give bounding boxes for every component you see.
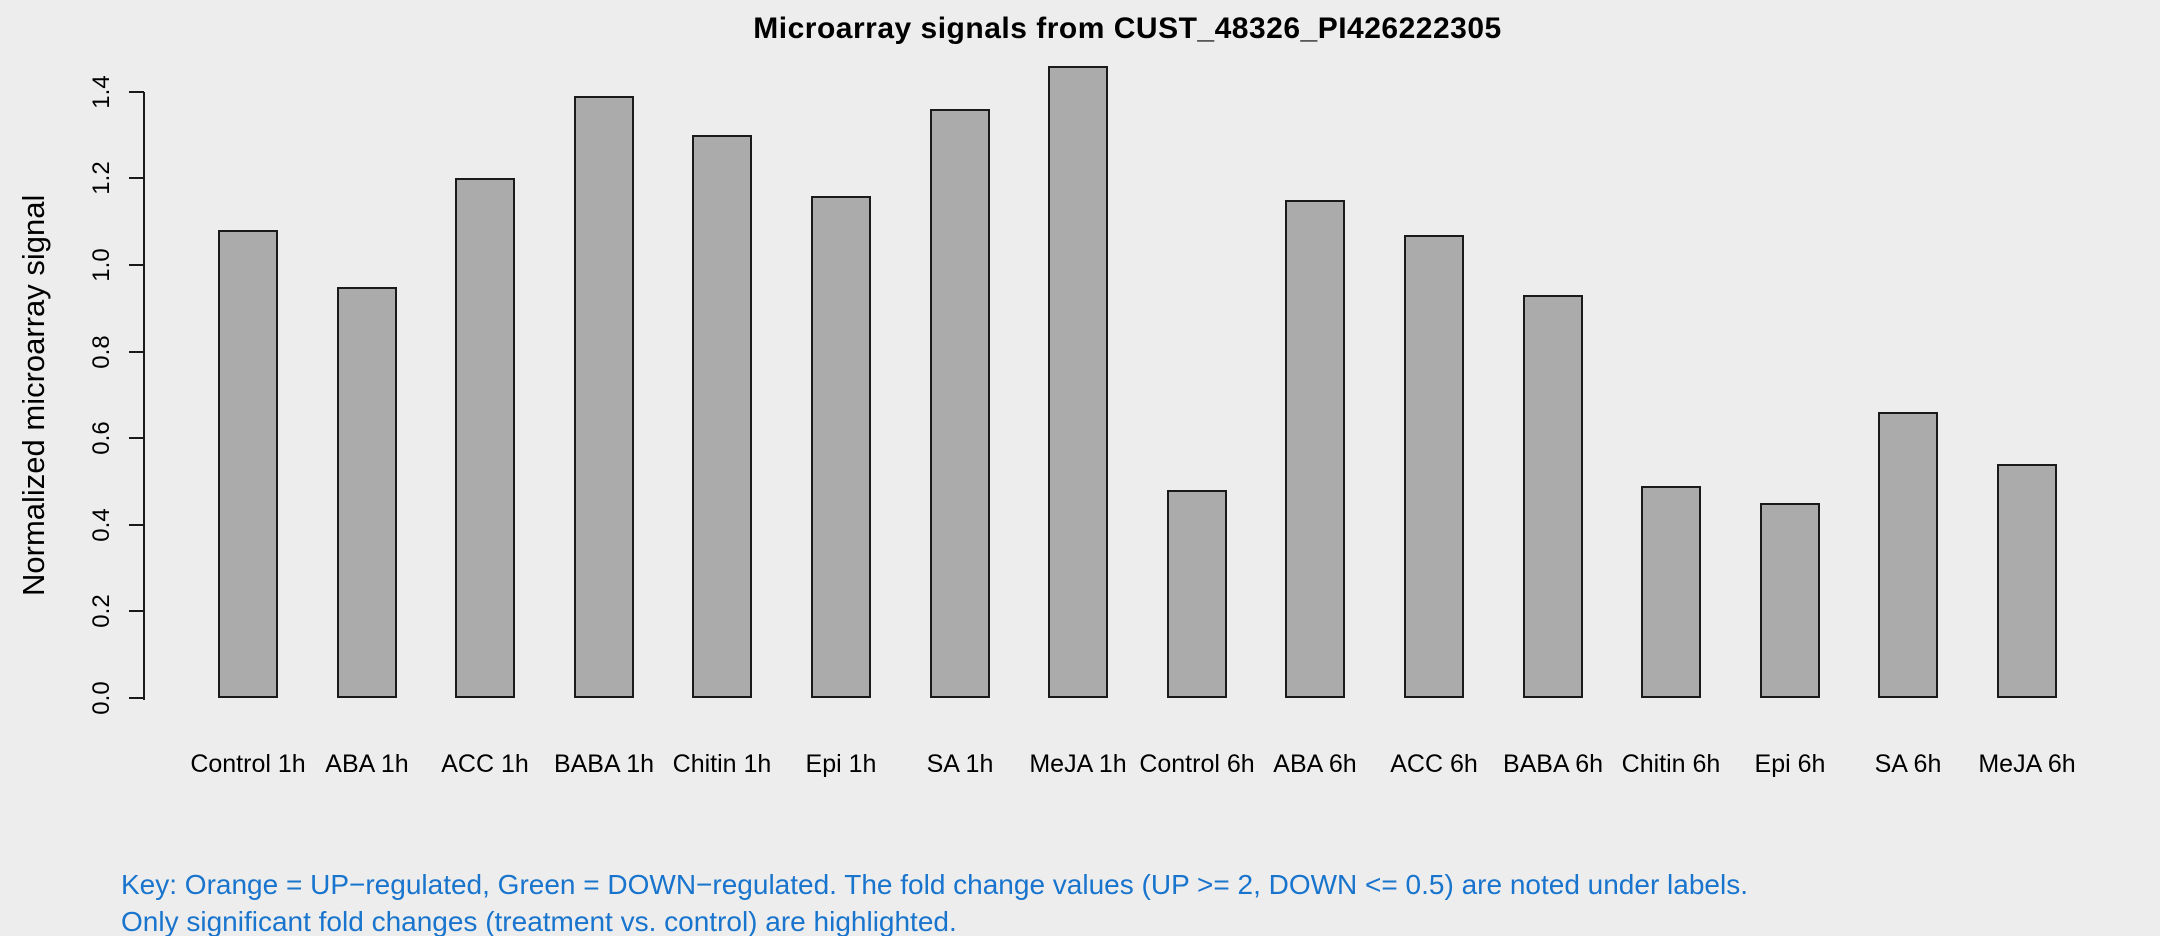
y-tick-label: 1.4	[88, 75, 115, 109]
x-tick-label: BABA 6h	[1502, 750, 1604, 778]
bar	[1285, 200, 1345, 698]
bar	[1523, 295, 1583, 698]
y-tick-label: 0.0	[88, 681, 115, 715]
y-tick-label: 0.6	[88, 421, 115, 455]
x-tick-label: Control 1h	[190, 750, 306, 778]
x-tick-label: MeJA 1h	[1029, 750, 1127, 778]
x-tick-label: ABA 1h	[325, 750, 409, 778]
y-axis-line	[143, 92, 145, 700]
x-tick-label: SA 1h	[926, 750, 994, 778]
y-tick-label: 0.8	[88, 334, 115, 369]
y-tick-label: 0.4	[88, 508, 115, 542]
y-tick-mark	[129, 90, 144, 93]
x-tick-label: Control 6h	[1139, 750, 1255, 778]
y-tick-mark	[129, 437, 144, 440]
x-tick-label: Chitin 1h	[672, 750, 772, 778]
y-tick-label: 1.2	[88, 161, 115, 196]
x-tick-label: ABA 6h	[1273, 750, 1357, 778]
bar	[455, 178, 515, 698]
y-tick-mark	[129, 610, 144, 613]
bar	[337, 287, 397, 698]
chart-title: Microarray signals from CUST_48326_PI426…	[753, 12, 1502, 45]
x-tick-label: ACC 6h	[1390, 750, 1478, 778]
y-tick-mark	[129, 697, 144, 699]
bar	[930, 109, 990, 698]
y-tick-mark	[129, 350, 144, 353]
bar	[811, 196, 871, 698]
bar	[1878, 412, 1938, 698]
y-tick-label: 1.0	[88, 248, 115, 282]
x-tick-label: ACC 1h	[441, 750, 529, 778]
bar	[1760, 503, 1820, 698]
bar	[574, 96, 634, 698]
x-tick-label: SA 6h	[1874, 750, 1942, 778]
y-tick-mark	[129, 523, 144, 526]
bar	[218, 230, 278, 698]
bar	[1641, 486, 1701, 698]
key-line-1: Key: Orange = UP−regulated, Green = DOWN…	[121, 869, 1748, 900]
key-line-2: Only significant fold changes (treatment…	[121, 906, 957, 936]
y-tick-mark	[129, 177, 144, 180]
x-tick-label: MeJA 6h	[1978, 750, 2076, 778]
y-tick-mark	[129, 264, 144, 266]
bar	[1404, 235, 1464, 698]
x-tick-label: Epi 6h	[1754, 750, 1826, 778]
bar	[1048, 66, 1108, 698]
bar	[1167, 490, 1227, 698]
x-tick-label: Epi 1h	[805, 750, 877, 778]
x-tick-label: BABA 1h	[553, 750, 655, 778]
bar	[1997, 464, 2057, 698]
y-tick-label: 0.2	[88, 594, 115, 629]
x-tick-label: Chitin 6h	[1621, 750, 1721, 778]
bar	[692, 135, 752, 698]
key-text-block: Key: Orange = UP−regulated, Green = DOWN…	[121, 866, 1748, 936]
